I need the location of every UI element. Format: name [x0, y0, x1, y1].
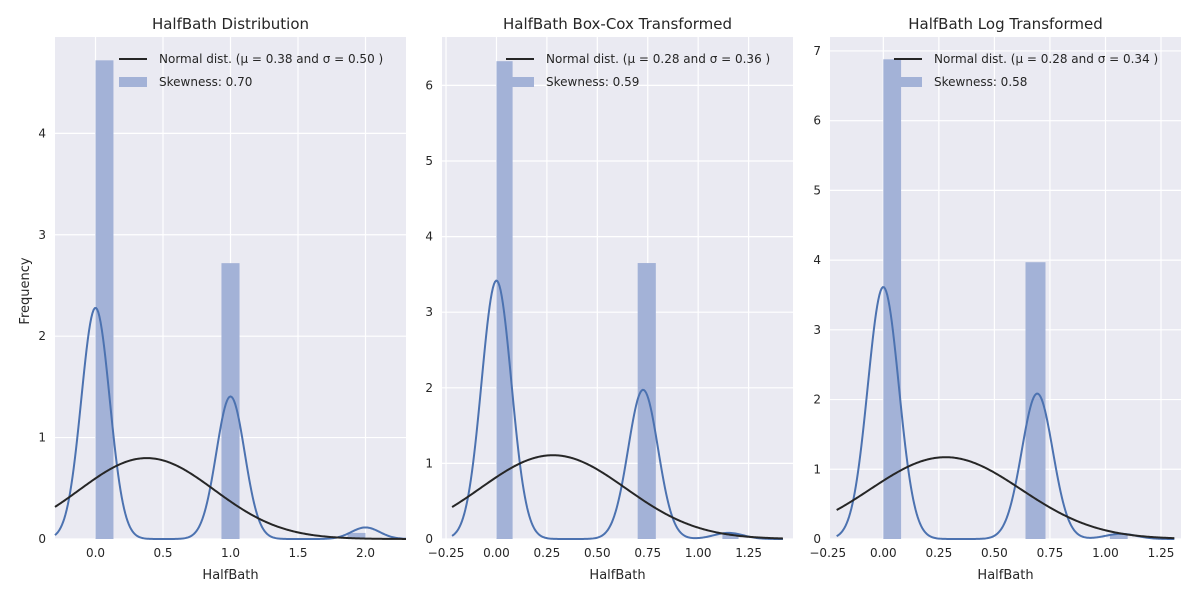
- x-tick-label: 0.00: [483, 546, 510, 560]
- y-tick-label: 0: [813, 532, 821, 546]
- y-tick-label: 4: [813, 253, 821, 267]
- legend-skewness-label: Skewness: 0.70: [159, 75, 252, 89]
- kde-curve: [451, 279, 783, 540]
- subplot-halfbath-log: −0.25 0.00 0.25 0.50 0.75 1.00 1.25 0 1 2 3 4 5 6 7 Hal…: [809, 15, 1181, 583]
- x-tick-label: 1.00: [685, 546, 712, 560]
- x-tick-label: 1.00: [1092, 546, 1119, 560]
- y-tick-label: 3: [38, 228, 46, 242]
- x-tick-label: 1.5: [288, 546, 307, 560]
- y-tick-label: 0: [425, 532, 433, 546]
- y-tick-label: 4: [38, 126, 46, 140]
- x-tick-label: 0.50: [584, 546, 611, 560]
- histogram-bar: [221, 263, 240, 539]
- x-tick-label: 0.75: [1037, 546, 1064, 560]
- chart-title: HalfBath Box-Cox Transformed: [503, 15, 732, 33]
- subplot-halfbath-boxcox: −0.25 0.00 0.25 0.50 0.75 1.00 1.25 0 1 2 3 4 5 6 Half…: [425, 15, 793, 583]
- subplot-halfbath-distribution: 0.0 0.5 1.0 1.5 2.0 0 1 2 3 4 HalfBath Distributio…: [38, 15, 407, 583]
- x-axis-label: HalfBath: [977, 568, 1033, 583]
- x-tick-label: 0.25: [534, 546, 561, 560]
- x-tick-label: 1.0: [221, 546, 240, 560]
- histogram-bar: [722, 532, 739, 539]
- x-tick-label: −0.25: [428, 546, 465, 560]
- legend-normal-label: Normal dist. (μ = 0.38 and σ = 0.50 ): [159, 52, 383, 66]
- x-axis-label: HalfBath: [589, 568, 645, 583]
- y-tick-label: 4: [425, 230, 433, 244]
- x-tick-label: 2.0: [356, 546, 375, 560]
- x-tick-label: 1.25: [1148, 546, 1175, 560]
- y-tick-label: 1: [813, 462, 821, 476]
- x-tick-label: 1.25: [735, 546, 762, 560]
- x-tick-label: 0.25: [925, 546, 952, 560]
- y-tick-label: 1: [38, 431, 46, 445]
- y-tick-label: 6: [813, 114, 821, 128]
- histogram-bar: [95, 60, 114, 539]
- y-tick-label: 5: [425, 154, 433, 168]
- normal-dist-curve: [54, 457, 406, 540]
- y-tick-label: 2: [425, 381, 433, 395]
- histogram-bar: [347, 532, 366, 539]
- x-tick-label: 0.75: [634, 546, 661, 560]
- chart-title: HalfBath Distribution: [152, 15, 309, 33]
- kde-curve: [54, 306, 407, 540]
- x-tick-label: 0.00: [870, 546, 897, 560]
- x-tick-label: −0.25: [809, 546, 846, 560]
- x-tick-label: 0.5: [153, 546, 172, 560]
- y-axis-label: Frequency: [18, 257, 33, 324]
- y-tick-label: 0: [38, 532, 46, 546]
- histogram-bar: [1025, 262, 1046, 539]
- x-tick-label: 0.0: [86, 546, 105, 560]
- y-tick-label: 2: [38, 329, 46, 343]
- normal-dist-curve: [451, 454, 783, 540]
- x-tick-label: 0.50: [981, 546, 1008, 560]
- histogram-bar: [883, 59, 902, 540]
- legend-patch-swatch: [506, 77, 534, 87]
- chart-title: HalfBath Log Transformed: [908, 15, 1102, 33]
- legend-patch-swatch: [894, 77, 922, 87]
- legend: Normal dist. (μ = 0.38 and σ = 0.50 ) Ske…: [119, 52, 383, 89]
- legend-patch-swatch: [119, 77, 147, 87]
- y-tick-label: 1: [425, 456, 433, 470]
- normal-dist-curve: [836, 456, 1175, 540]
- legend-skewness-label: Skewness: 0.59: [546, 75, 639, 89]
- legend-normal-label: Normal dist. (μ = 0.28 and σ = 0.34 ): [934, 52, 1158, 66]
- y-tick-label: 6: [425, 78, 433, 92]
- histogram-bar: [637, 263, 656, 539]
- y-tick-label: 5: [813, 183, 821, 197]
- legend: Normal dist. (μ = 0.28 and σ = 0.36 ) Ske…: [506, 52, 770, 89]
- y-tick-label: 2: [813, 393, 821, 407]
- y-tick-label: 3: [425, 305, 433, 319]
- x-axis-label: HalfBath: [202, 568, 258, 583]
- histogram-bar: [496, 61, 513, 539]
- legend-normal-label: Normal dist. (μ = 0.28 and σ = 0.36 ): [546, 52, 770, 66]
- histogram-bar: [1109, 534, 1128, 539]
- y-tick-label: 3: [813, 323, 821, 337]
- legend: Normal dist. (μ = 0.28 and σ = 0.34 ) Ske…: [894, 52, 1158, 89]
- y-tick-label: 7: [813, 44, 821, 58]
- legend-skewness-label: Skewness: 0.58: [934, 75, 1027, 89]
